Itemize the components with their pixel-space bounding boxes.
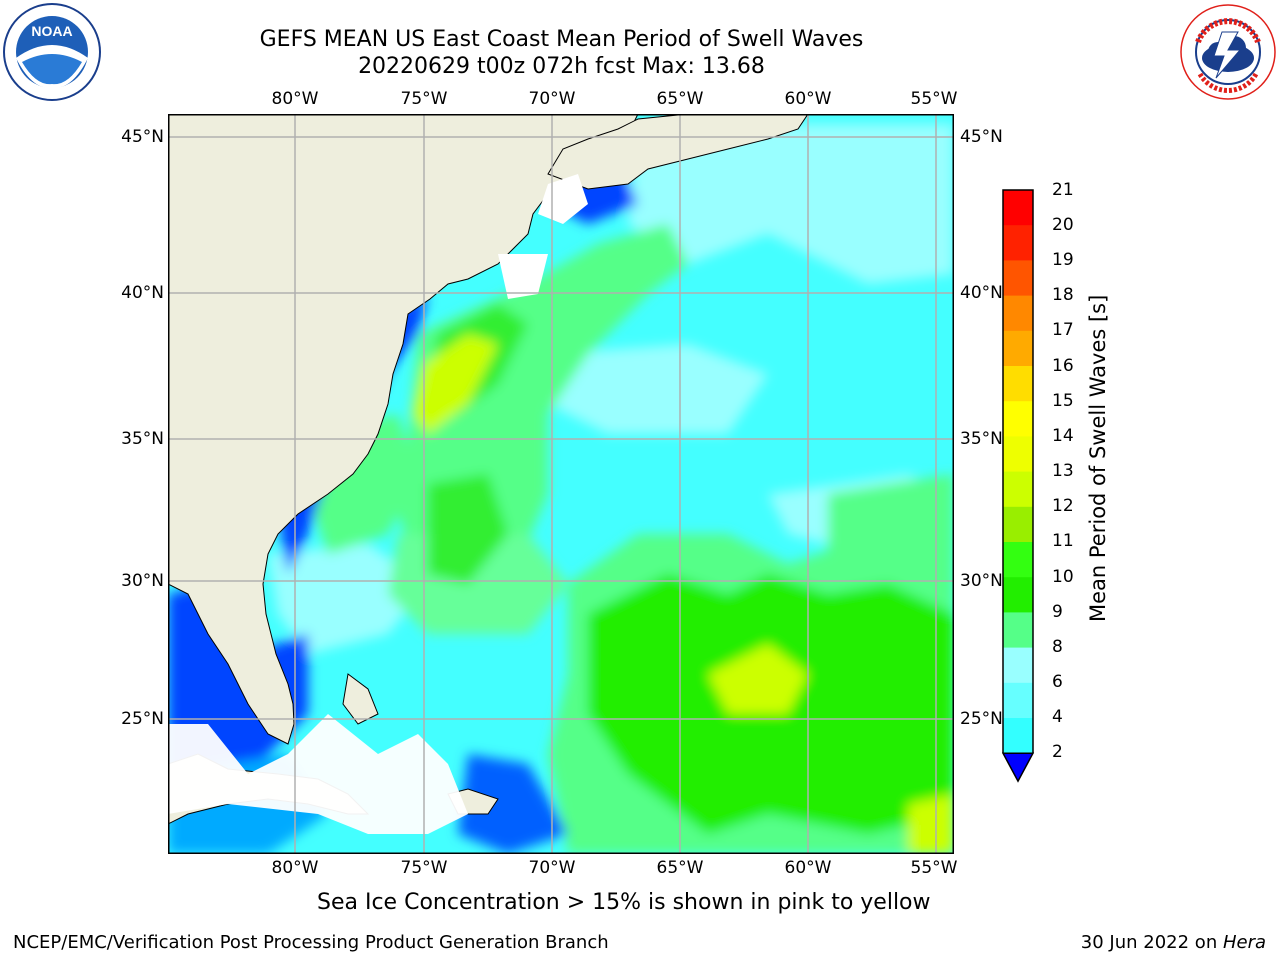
colorbar-segment bbox=[1003, 718, 1033, 754]
colorbar-border bbox=[1002, 189, 1034, 754]
chart-title: GEFS MEAN US East Coast Mean Period of S… bbox=[259, 27, 864, 52]
map-svg bbox=[168, 114, 954, 854]
colorbar-label: Mean Period of Swell Waves [s] bbox=[1086, 294, 1110, 622]
colorbar-tick: 20 bbox=[1052, 215, 1074, 235]
lat-label-left: 30°N bbox=[121, 571, 164, 591]
sea-ice-note: Sea Ice Concentration > 15% is shown in … bbox=[317, 890, 931, 915]
colorbar-tick: 11 bbox=[1052, 531, 1074, 551]
colorbar-segment bbox=[1003, 401, 1033, 437]
lon-label-top: 80°W bbox=[271, 89, 319, 109]
colorbar-extend bbox=[1001, 752, 1035, 783]
footer-machine: Hera bbox=[1222, 932, 1266, 953]
colorbar-segment bbox=[1003, 260, 1033, 297]
lat-label-left: 25°N bbox=[121, 709, 164, 729]
colorbar-segment bbox=[1003, 295, 1033, 332]
chart-subtitle: 20220629 t00z 072h fcst Max: 13.68 bbox=[358, 54, 765, 79]
lat-label-left: 35°N bbox=[121, 429, 164, 449]
footer-date: 30 Jun 2022 on Hera bbox=[1081, 932, 1266, 953]
lon-label-top: 65°W bbox=[656, 89, 704, 109]
colorbar-segment bbox=[1003, 436, 1033, 473]
colorbar-tick: 16 bbox=[1052, 356, 1074, 376]
lon-label-top: 70°W bbox=[528, 89, 576, 109]
colorbar-segment bbox=[1003, 330, 1033, 367]
colorbar-tick: 8 bbox=[1052, 637, 1063, 657]
lat-label-right: 25°N bbox=[960, 709, 1003, 729]
colorbar-tick: 12 bbox=[1052, 496, 1074, 516]
colorbar-tick: 15 bbox=[1052, 391, 1074, 411]
colorbar-segment bbox=[1003, 506, 1033, 543]
colorbar-tick: 17 bbox=[1052, 320, 1074, 340]
colorbar-segment bbox=[1003, 542, 1033, 578]
colorbar-tick: 6 bbox=[1052, 672, 1063, 692]
colorbar-segment bbox=[1003, 366, 1033, 402]
colorbar-segment bbox=[1003, 190, 1033, 226]
lat-label-left: 40°N bbox=[121, 283, 164, 303]
lat-label-right: 40°N bbox=[960, 283, 1003, 303]
colorbar-segment bbox=[1003, 647, 1033, 684]
map-panel bbox=[168, 114, 954, 854]
lon-label-top: 55°W bbox=[910, 89, 958, 109]
lon-label-bottom: 80°W bbox=[271, 858, 319, 878]
lon-label-bottom: 65°W bbox=[656, 858, 704, 878]
colorbar-tick: 9 bbox=[1052, 602, 1063, 622]
footer-date-text: 30 Jun 2022 on bbox=[1080, 932, 1223, 953]
colorbar bbox=[1001, 187, 1035, 787]
lon-label-bottom: 55°W bbox=[910, 858, 958, 878]
colorbar-tick: 19 bbox=[1052, 250, 1074, 270]
colorbar-segment bbox=[1003, 471, 1033, 508]
lat-label-right: 30°N bbox=[960, 571, 1003, 591]
colorbar-tick: 4 bbox=[1052, 707, 1063, 727]
colorbar-segment bbox=[1003, 612, 1033, 649]
noaa-logo-text: NOAA bbox=[31, 23, 72, 39]
lon-label-bottom: 70°W bbox=[528, 858, 576, 878]
colorbar-tick: 18 bbox=[1052, 285, 1074, 305]
lon-label-top: 60°W bbox=[784, 89, 832, 109]
noaa-logo: NOAA bbox=[2, 2, 102, 102]
lat-lon-grid bbox=[168, 114, 954, 854]
nws-logo bbox=[1178, 2, 1278, 102]
lon-label-bottom: 75°W bbox=[400, 858, 448, 878]
lat-label-right: 45°N bbox=[960, 127, 1003, 147]
colorbar-tick: 21 bbox=[1052, 180, 1074, 200]
lat-label-left: 45°N bbox=[121, 127, 164, 147]
colorbar-svg bbox=[1001, 189, 1035, 783]
land-masses bbox=[168, 114, 809, 834]
footer-producer: NCEP/EMC/Verification Post Processing Pr… bbox=[13, 932, 609, 953]
lon-label-top: 75°W bbox=[400, 89, 448, 109]
colorbar-tick: 2 bbox=[1052, 742, 1063, 762]
colorbar-tick: 14 bbox=[1052, 426, 1074, 446]
colorbar-segment bbox=[1003, 577, 1033, 613]
lon-label-bottom: 60°W bbox=[784, 858, 832, 878]
colorbar-tick: 10 bbox=[1052, 567, 1074, 587]
colorbar-tick: 13 bbox=[1052, 461, 1074, 481]
colorbar-segment bbox=[1003, 225, 1033, 261]
lat-label-right: 35°N bbox=[960, 429, 1003, 449]
colorbar-segment bbox=[1003, 682, 1033, 719]
